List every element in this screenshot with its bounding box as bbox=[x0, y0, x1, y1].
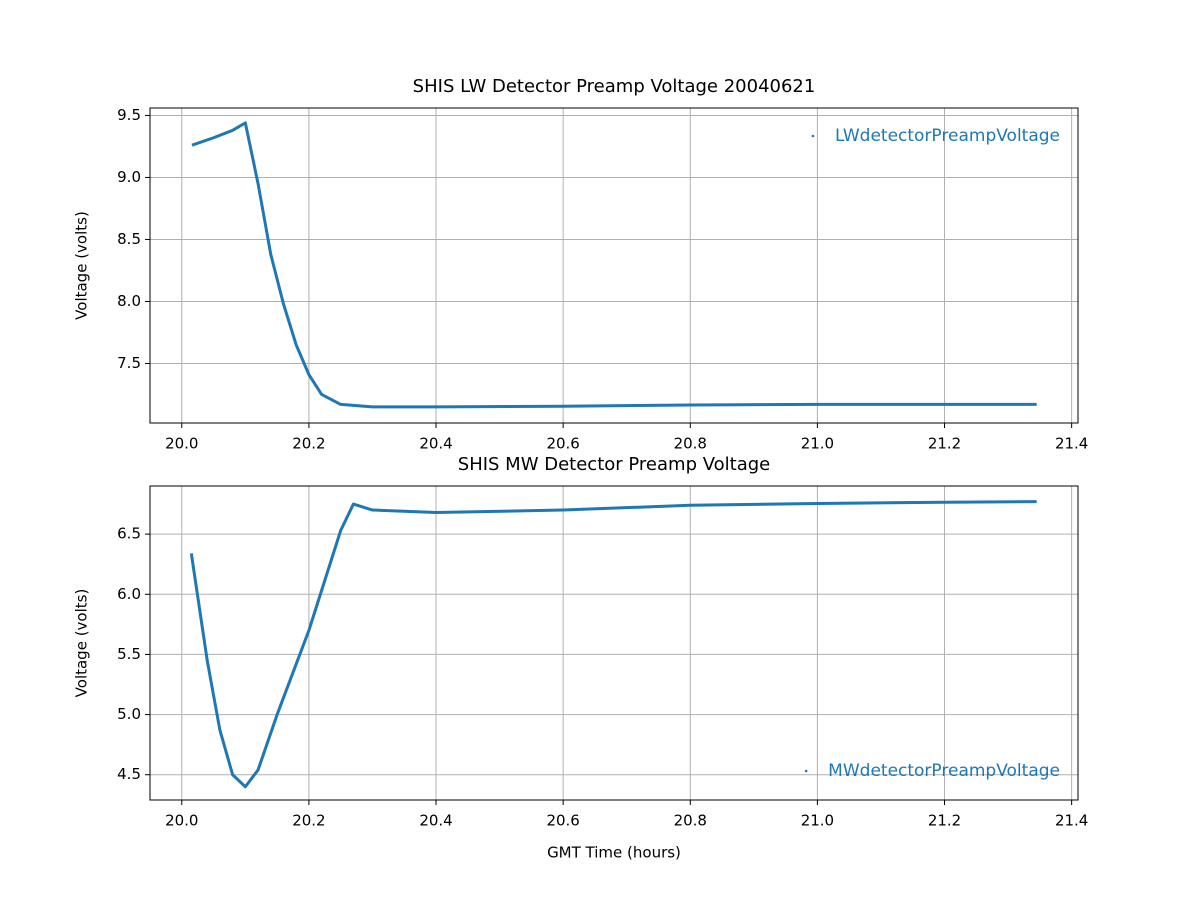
x-tick-label: 21.4 bbox=[1055, 812, 1088, 830]
y-tick-label: 6.5 bbox=[117, 525, 141, 543]
x-tick-label: 20.8 bbox=[674, 812, 707, 830]
y-tick-label: 9.5 bbox=[117, 106, 141, 124]
x-tick-label: 20.4 bbox=[419, 812, 452, 830]
x-tick-label: 21.4 bbox=[1055, 435, 1088, 453]
plot-frame bbox=[149, 107, 1079, 424]
data-line bbox=[189, 500, 1037, 789]
x-tick-label: 20.0 bbox=[165, 435, 198, 453]
plot-frame bbox=[149, 485, 1079, 801]
x-tick-label: 21.0 bbox=[801, 812, 834, 830]
x-tick-label: 20.0 bbox=[165, 812, 198, 830]
y-tick-label: 6.0 bbox=[117, 585, 141, 603]
x-tick-label: 20.2 bbox=[292, 812, 325, 830]
x-tick-label: 21.2 bbox=[928, 435, 961, 453]
y-tick-label: 5.0 bbox=[117, 705, 141, 723]
x-tick-label: 20.6 bbox=[546, 435, 579, 453]
x-axis-label: GMT Time (hours) bbox=[547, 844, 681, 862]
x-tick-label: 20.4 bbox=[419, 435, 452, 453]
chart-title: SHIS MW Detector Preamp Voltage bbox=[458, 454, 770, 475]
y-axis-label: Voltage (volts) bbox=[73, 211, 91, 320]
x-tick-label: 20.8 bbox=[674, 435, 707, 453]
x-tick-label: 21.2 bbox=[928, 812, 961, 830]
x-tick-label: 21.0 bbox=[801, 435, 834, 453]
y-tick-label: 7.5 bbox=[117, 354, 141, 372]
y-axis-label: Voltage (volts) bbox=[73, 589, 91, 698]
y-tick-label: 8.5 bbox=[117, 230, 141, 248]
data-line bbox=[191, 121, 1037, 409]
legend-marker bbox=[804, 769, 808, 773]
x-tick-label: 20.2 bbox=[292, 435, 325, 453]
legend-label: MWdetectorPreampVoltage bbox=[828, 761, 1060, 781]
y-tick-label: 8.0 bbox=[117, 292, 141, 310]
y-tick-label: 9.0 bbox=[117, 168, 141, 186]
y-tick-label: 5.5 bbox=[117, 645, 141, 663]
x-tick-label: 20.6 bbox=[546, 812, 579, 830]
legend-label: LWdetectorPreampVoltage bbox=[835, 126, 1060, 146]
legend-marker bbox=[811, 134, 815, 138]
y-tick-label: 4.5 bbox=[117, 765, 141, 783]
chart-title: SHIS LW Detector Preamp Voltage 20040621 bbox=[413, 76, 816, 97]
